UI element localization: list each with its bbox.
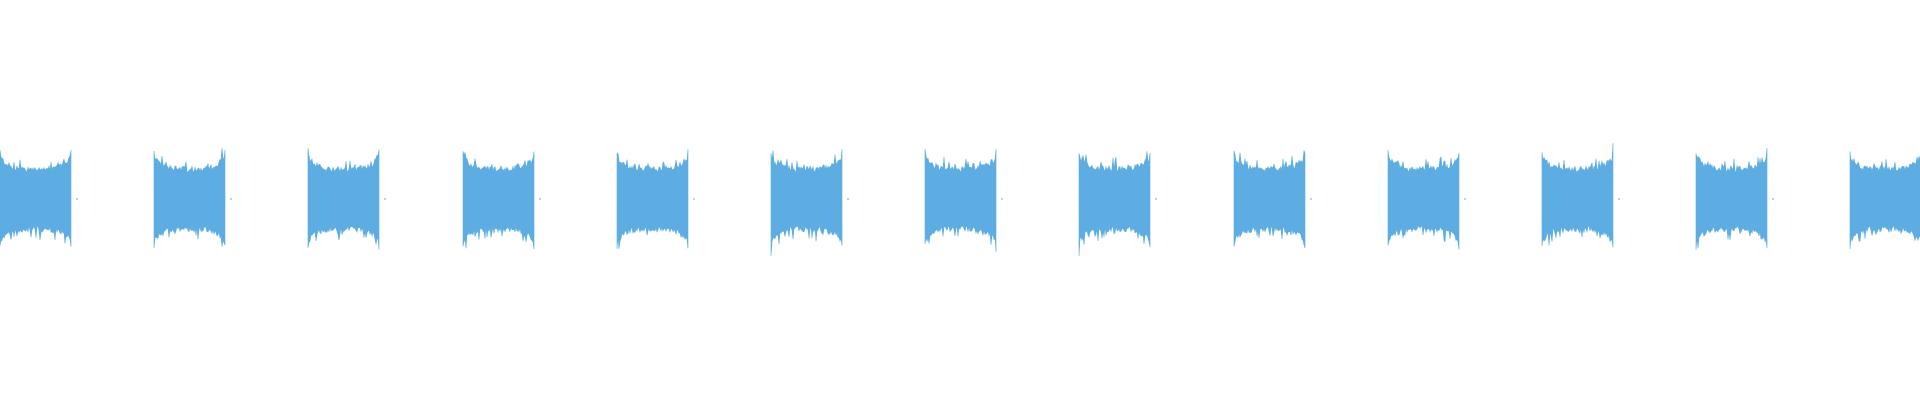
audio-clip <box>1541 142 1614 248</box>
audio-clip <box>770 148 843 257</box>
audio-clip <box>307 148 380 250</box>
audio-clip <box>924 148 997 252</box>
audio-clip <box>462 151 535 250</box>
waveform <box>0 142 1920 257</box>
audio-clip <box>0 149 72 247</box>
audio-clip <box>1387 150 1460 250</box>
audio-clip <box>153 148 226 249</box>
audio-clip <box>1849 151 1920 250</box>
audio-clip <box>1078 151 1151 257</box>
audio-clip <box>1695 147 1768 250</box>
audio-clip <box>1233 150 1306 249</box>
audio-clip <box>616 148 689 249</box>
